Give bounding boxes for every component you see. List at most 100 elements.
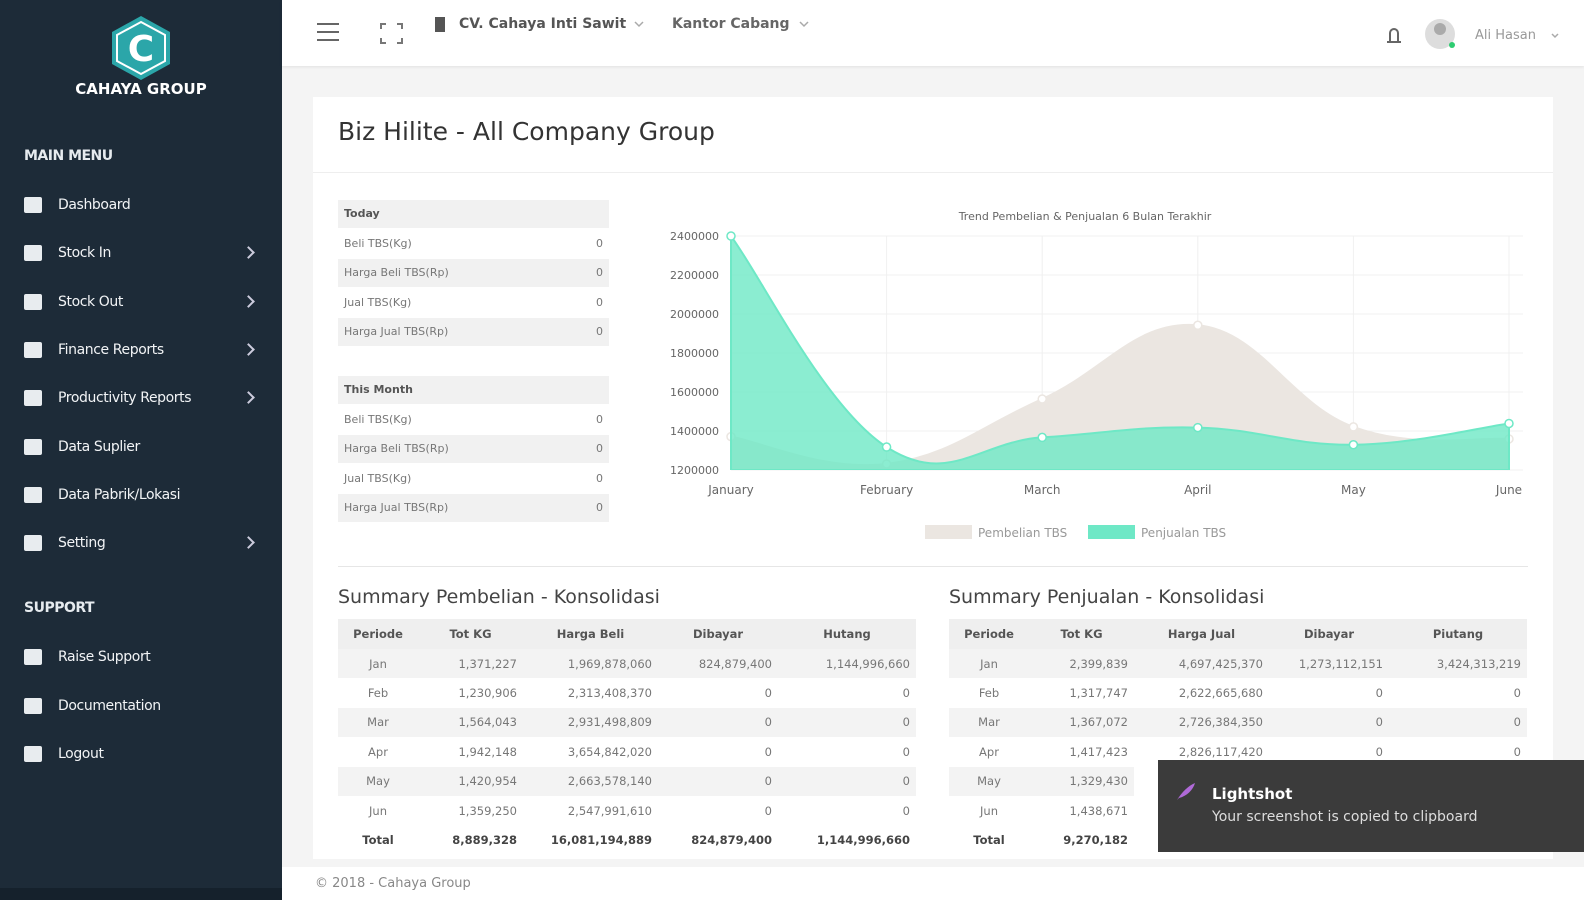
- cell: 1,230,906: [458, 686, 517, 701]
- table-row: Jual TBS(Kg) 0: [338, 462, 609, 493]
- cell: 0: [764, 686, 772, 701]
- label-cell: Jual TBS(Kg): [338, 286, 474, 317]
- menu-item[interactable]: Stock In: [0, 234, 282, 274]
- table-row: Jun 1,359,250 2,547,991,610 0 0: [338, 796, 916, 825]
- point: [1193, 320, 1203, 331]
- table-row: Total 8,889,328 16,081,194,889 824,879,400 1…: [338, 825, 916, 855]
- cell: 0: [1389, 707, 1527, 738]
- user-name[interactable]: Ali Hasan: [1475, 28, 1536, 43]
- cell: 2,547,991,610: [567, 803, 652, 818]
- menu-item[interactable]: Dashboard: [0, 186, 282, 226]
- hamburger[interactable]: [317, 23, 339, 41]
- toast[interactable]: Lightshot Your screenshot is copied to c…: [1158, 760, 1584, 852]
- menu-item[interactable]: Productivity Reports: [0, 379, 282, 419]
- column-header: Harga Jual: [1134, 619, 1269, 649]
- cell: 1,969,878,060: [523, 649, 658, 679]
- x-tick-label: May: [1341, 483, 1366, 497]
- branch[interactable]: Kantor Cabang: [672, 16, 790, 32]
- cell: 2,663,578,140: [523, 766, 658, 796]
- menu-icon: [24, 438, 42, 455]
- menu-item[interactable]: Logout: [0, 735, 282, 775]
- menu-icon: [24, 746, 42, 762]
- menu-item[interactable]: Documentation: [0, 687, 282, 727]
- cell: 16,081,194,889: [523, 825, 658, 855]
- menu-icon: [24, 697, 42, 714]
- online-dot: [1449, 42, 1455, 48]
- x-tick-label: January: [707, 483, 754, 497]
- avatar-head: [1434, 23, 1446, 35]
- cell: Jan: [949, 649, 1029, 679]
- cell: 1,564,043: [418, 707, 523, 738]
- cell: 0: [658, 766, 778, 796]
- cell: 0: [764, 803, 772, 818]
- value-cell: 0: [473, 433, 609, 464]
- value-cell: 0: [473, 227, 609, 258]
- table-header: Periode Tot KG Harga Jual Dibayar Piutang: [949, 619, 1527, 649]
- menu-item[interactable]: Raise Support: [0, 638, 282, 678]
- cell: Apr: [979, 744, 999, 759]
- cell: 9,270,182: [1029, 825, 1134, 855]
- toast-icon: [1177, 783, 1195, 800]
- cell: 1,942,148: [458, 744, 517, 759]
- menu-item[interactable]: Finance Reports: [0, 331, 282, 371]
- cell: 1,420,954: [418, 766, 523, 796]
- cell: 0: [902, 803, 910, 818]
- cell: 1,417,423: [1069, 744, 1128, 759]
- menu-item[interactable]: Setting: [0, 524, 282, 564]
- cell: 0: [902, 744, 910, 759]
- x-tick-label: April: [1184, 483, 1211, 497]
- column-header: Periode: [338, 619, 418, 649]
- value-cell: 0: [473, 492, 609, 522]
- cell: 1,371,227: [418, 649, 523, 679]
- point: [1037, 394, 1047, 404]
- summary-title: Summary Penjualan - Konsolidasi: [949, 586, 1265, 608]
- column-header: Tot KG: [1029, 619, 1134, 649]
- dropdown-carets: [634, 21, 809, 28]
- cell: 2,313,408,370: [567, 686, 652, 701]
- brand: CAHAYA GROUP: [75, 80, 206, 98]
- cell: 1,317,747: [1069, 686, 1128, 701]
- table-row: Mar 1,564,043 2,931,498,809 0 0: [338, 707, 916, 738]
- header-cell: Today: [338, 198, 609, 229]
- y-tick-label: 1400000: [670, 425, 719, 438]
- menu-item[interactable]: Data Pabrik/Lokasi: [0, 476, 282, 516]
- menu-label: Documentation: [58, 697, 161, 714]
- table-row: Beli TBS(Kg) 0: [338, 227, 609, 258]
- cell: 3,654,842,020: [567, 744, 652, 759]
- user-caret: [1551, 33, 1559, 39]
- point: [1348, 440, 1359, 450]
- bell[interactable]: [1387, 28, 1401, 43]
- divider: [338, 566, 1528, 567]
- y-tick-label: 1200000: [670, 464, 719, 477]
- table-row: May 1,329,430: [949, 766, 1527, 796]
- footer-text: © 2018 - Cahaya Group: [315, 876, 471, 891]
- fullscreen[interactable]: [380, 23, 403, 44]
- cell: 0: [1375, 686, 1383, 701]
- table-row: Apr 1,417,423 2,826,117,420 0 0: [949, 737, 1527, 766]
- menu-item[interactable]: Data Suplier: [0, 428, 282, 468]
- column-header: Piutang: [1389, 619, 1527, 649]
- menu-icon: [24, 341, 42, 358]
- table-header: Today: [338, 198, 609, 229]
- summary-table: Periode Tot KG Harga Jual Dibayar Piutang Jan…: [949, 619, 1527, 855]
- point: [1348, 422, 1359, 432]
- sidebar-bottom: [0, 888, 282, 900]
- chart-title: Trend Pembelian & Penjualan 6 Bulan Tera…: [958, 210, 1212, 223]
- menu-icon: [24, 486, 42, 503]
- label-cell: Harga Beli TBS(Rp): [338, 433, 474, 464]
- cell: 0: [778, 707, 916, 738]
- card-title: Biz Hilite - All Company Group: [338, 117, 715, 146]
- menu-label: Logout: [58, 746, 104, 762]
- logo: C CAHAYA GROUP: [75, 16, 207, 98]
- cell: Feb: [367, 686, 389, 701]
- company[interactable]: CV. Cahaya Inti Sawit: [459, 16, 627, 32]
- cell: May: [949, 766, 1029, 796]
- label-cell: Jual TBS(Kg): [338, 462, 474, 493]
- cell: Feb: [978, 686, 1000, 701]
- menu-item[interactable]: Stock Out: [0, 283, 282, 323]
- menu-label: Data Suplier: [58, 438, 140, 455]
- section-title: MAIN MENU: [24, 148, 113, 164]
- summary-title: Summary Pembelian - Konsolidasi: [338, 586, 660, 608]
- cell: Jun: [369, 803, 387, 818]
- point: [881, 442, 892, 452]
